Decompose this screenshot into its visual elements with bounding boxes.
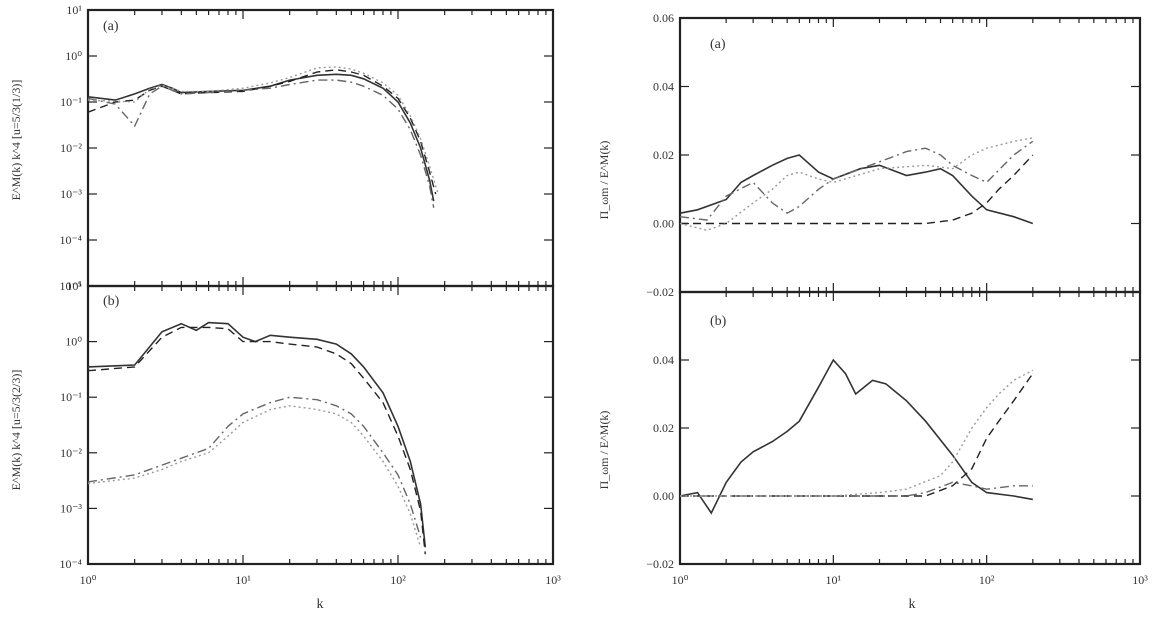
y-tick-label: 10⁻¹ <box>60 95 82 109</box>
left-bottom-label: (b) <box>103 294 120 309</box>
y-tick-label: 10¹ <box>66 279 82 293</box>
y-tick-label: 0.00 <box>653 489 674 503</box>
right-bottom-panel: (b) Π_ωm / E^M(k) 10⁰ 10¹ 10² 10³ −0.02 0.00 0… <box>597 290 1148 587</box>
series-line-dash-dot <box>680 481 1033 497</box>
y-tick-label: 10⁻⁴ <box>59 233 82 247</box>
series-line-dash-dot <box>87 396 422 538</box>
series-line-dotted <box>680 369 1034 497</box>
y-tick-label: 10⁻³ <box>60 501 82 515</box>
left-top-series-group <box>87 66 439 208</box>
y-tick-label: 0.02 <box>653 148 674 162</box>
x-tick-label: 10³ <box>545 573 561 587</box>
y-tick-label: 10⁰ <box>65 49 82 63</box>
right-top-label: (a) <box>710 37 726 52</box>
series-line-dashed <box>680 154 1034 225</box>
right-top-frame <box>678 16 1142 294</box>
right-bottom-label: (b) <box>710 314 727 329</box>
y-tick-label: −0.02 <box>646 285 674 299</box>
left-top-ylabel: E^M(k) k^4 [u=5/3(1/3)] <box>9 80 23 201</box>
right-top-ylabel: Π_ωm / E^M(k) <box>597 141 611 220</box>
right-bottom-series-group <box>679 358 1034 515</box>
y-tick-label: 0.04 <box>653 80 674 94</box>
y-tick-label: 10⁻⁵ <box>59 279 82 293</box>
right-bottom-frame <box>678 290 1142 566</box>
left-top-frame <box>86 8 555 288</box>
right-top-series-group <box>679 137 1034 232</box>
series-line-dashed <box>680 373 1034 497</box>
y-tick-label: 10⁻³ <box>60 187 82 201</box>
y-tick-label: 0.00 <box>653 217 674 231</box>
series-line-solid <box>679 358 1033 515</box>
series-line-solid <box>679 154 1034 225</box>
y-tick-label: 10⁻² <box>60 141 82 155</box>
y-tick-label: 0.02 <box>653 421 674 435</box>
left-bottom-ticks: 10⁰ 10¹ 10² 10³ 10⁻⁴ 10⁻³ 10⁻² 10⁻¹ 10⁰ 10¹ <box>59 279 561 587</box>
series-line-solid <box>87 321 427 548</box>
y-tick-label: 10⁻⁴ <box>59 557 82 571</box>
x-tick-label: 10⁰ <box>672 573 689 587</box>
y-tick-label: 10⁻¹ <box>60 390 82 404</box>
series-line-solid <box>87 73 435 202</box>
x-tick-label: 10¹ <box>235 573 251 587</box>
left-bottom-frame <box>86 284 555 566</box>
right-bottom-ylabel: Π_ωm / E^M(k) <box>597 411 611 490</box>
series-line-dash-dot <box>679 140 1034 221</box>
y-tick-label: 0.04 <box>653 353 674 367</box>
left-top-label: (a) <box>103 19 119 34</box>
y-tick-label: 0.06 <box>653 11 674 25</box>
left-top-ticks: 10⁻⁵ 10⁻⁴ 10⁻³ 10⁻² 10⁻¹ 10⁰ 10¹ <box>59 3 554 293</box>
series-line-dotted <box>87 405 422 548</box>
left-bottom-series-group <box>87 321 427 555</box>
series-line-dashed <box>87 326 426 555</box>
right-top-panel: (a) Π_ωm / E^M(k) −0.02 0.00 0.02 0.04 0.06 <box>597 11 1142 299</box>
series-line-dash-dot <box>87 79 435 208</box>
x-tick-label: 10⁰ <box>80 573 97 587</box>
y-tick-label: 10⁻² <box>60 446 82 460</box>
y-tick-label: −0.02 <box>646 557 674 571</box>
series-line-dotted <box>87 66 439 193</box>
left-bottom-panel: (b) E^M(k) k^4 [u=5/3(2/3)] 10⁰ 10¹ 10² 10³… <box>9 279 561 587</box>
x-tick-label: 10³ <box>1132 573 1148 587</box>
right-bottom-ticks: 10⁰ 10¹ 10² 10³ −0.02 0.00 0.02 0.04 <box>646 292 1148 587</box>
right-x-label: k <box>909 597 916 612</box>
x-tick-label: 10¹ <box>826 573 842 587</box>
right-top-ticks: −0.02 0.00 0.02 0.04 0.06 <box>646 11 1141 299</box>
series-line-dotted <box>679 137 1033 232</box>
left-bottom-ylabel: E^M(k) k^4 [u=5/3(2/3)] <box>9 370 23 491</box>
x-tick-label: 10² <box>979 573 995 587</box>
left-x-label: k <box>317 597 324 612</box>
series-line-dashed <box>87 69 437 195</box>
y-tick-label: 10¹ <box>66 3 82 17</box>
y-tick-label: 10⁰ <box>65 335 82 349</box>
left-top-panel: (a) E^M(k) k^4 [u=5/3(1/3)] 10⁻⁵ 10⁻⁴ 10⁻³… <box>9 3 555 293</box>
x-tick-label: 10² <box>390 573 406 587</box>
